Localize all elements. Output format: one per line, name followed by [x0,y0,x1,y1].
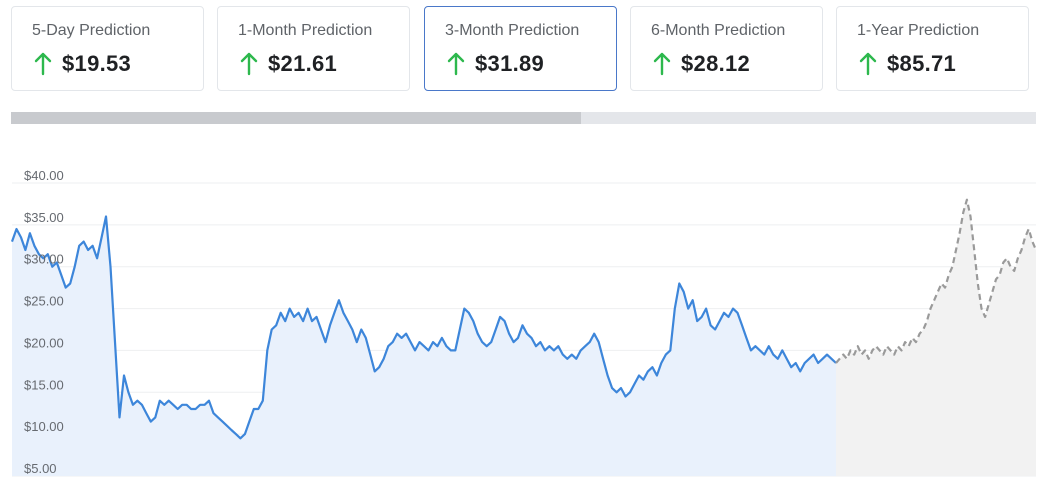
prediction-value: $28.12 [681,51,751,76]
y-tick-label: $10.00 [24,419,64,434]
prediction-label: 5-Day Prediction [32,22,151,39]
prediction-card-1-month[interactable]: 1-Month Prediction $21.61 [217,6,410,91]
arrow-up-icon [447,52,465,76]
timeline-scrollbar[interactable] [11,112,1036,124]
series-line-history [10,215,837,440]
y-tick-label: $15.00 [24,377,64,392]
prediction-card-5-day[interactable]: 5-Day Prediction $19.53 [11,6,204,91]
prediction-card-3-month[interactable]: 3-Month Prediction $31.89 [424,6,617,91]
prediction-value: $85.71 [887,51,957,76]
y-tick-label: $30.00 [24,252,64,267]
y-tick-label: $35.00 [24,210,64,225]
arrow-up-icon [859,52,877,76]
prediction-cards: 5-Day Prediction $19.53 1-Month Predicti… [11,6,1031,94]
prediction-value: $21.61 [268,51,338,76]
prediction-value: $19.53 [62,51,132,76]
prediction-label: 6-Month Prediction [651,22,786,39]
prediction-card-1-year[interactable]: 1-Year Prediction $85.71 [836,6,1029,91]
arrow-up-icon [34,52,52,76]
y-tick-label: $5.00 [24,461,57,476]
y-axis-ticks: $40.00 $35.00 $30.00 $25.00 $20.00 $15.00 $10.… [24,168,64,476]
prediction-label: 3-Month Prediction [445,22,580,39]
prediction-label: 1-Year Prediction [857,22,980,39]
y-tick-label: $40.00 [24,168,64,183]
y-tick-label: $25.00 [24,294,64,309]
prediction-value: $31.89 [475,51,545,76]
series-line-forecast [835,198,1038,364]
prediction-label: 1-Month Prediction [238,22,373,39]
chart-lines [10,198,1038,440]
timeline-scrollbar-thumb[interactable] [11,112,581,124]
price-chart: $40.00 $35.00 $30.00 $25.00 $20.00 $15.00 $10.… [10,168,1038,477]
prediction-card-6-month[interactable]: 6-Month Prediction $28.12 [630,6,823,91]
arrow-up-icon [240,52,258,76]
y-tick-label: $20.00 [24,335,64,350]
forecast-area [836,199,1036,476]
arrow-up-icon [653,52,671,76]
chart-areas [12,199,1036,476]
